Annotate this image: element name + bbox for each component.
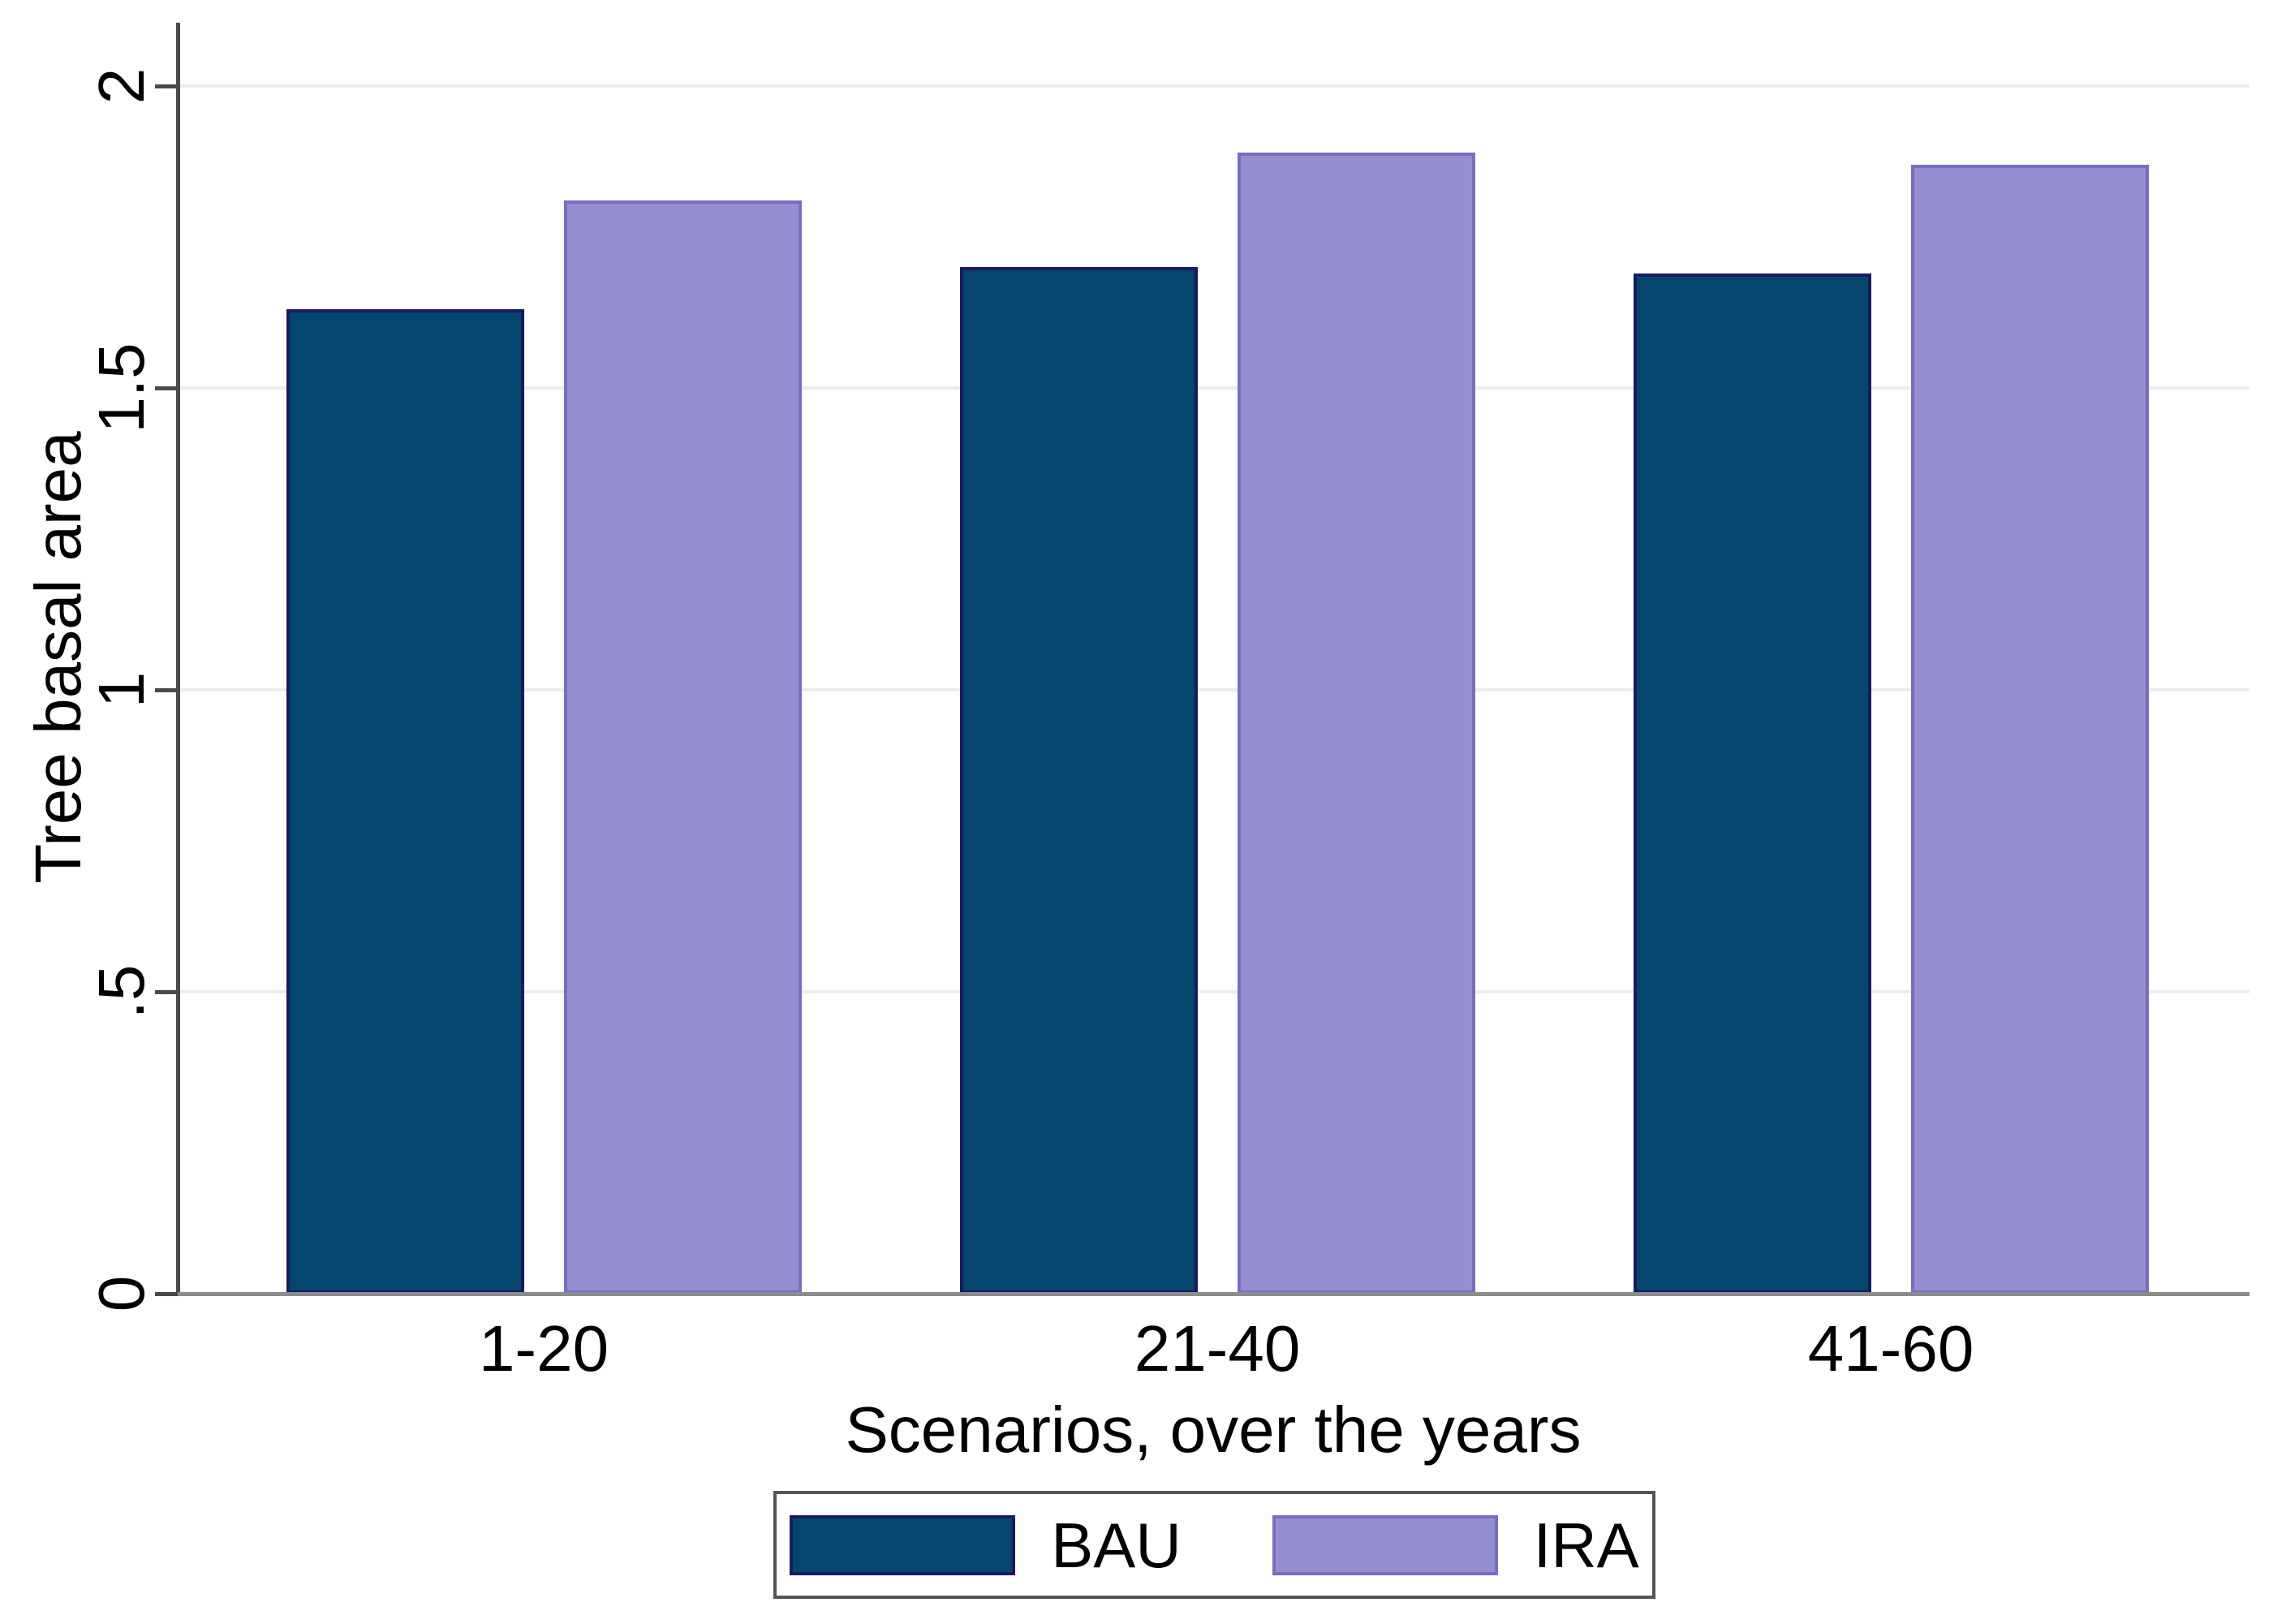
x-category-label-41-60: 41-60 [1807,1312,1974,1385]
y-tick-2 [155,84,178,88]
legend-entry-bau: BAU [790,1509,1182,1581]
y-tick-label-.5: .5 [85,964,157,1019]
y-axis-title: Tree basal area [22,431,94,884]
y-axis-line [176,23,180,1295]
gridline-1.5 [178,386,2249,390]
bar-bau-1-20 [286,309,524,1294]
y-tick-label-2: 2 [85,67,157,105]
bar-bau-41-60 [1633,274,1871,1294]
y-tick-1 [155,688,178,692]
legend-swatch-ira [1272,1514,1498,1575]
x-axis-title: Scenarios, over the years [845,1394,1582,1466]
y-tick-0 [155,1292,178,1296]
y-tick-label-1: 1 [85,671,157,709]
legend-label-bau: BAU [1051,1509,1182,1581]
legend-swatch-bau [790,1514,1016,1575]
bar-ira-1-20 [563,200,802,1294]
x-axis-line [157,1292,2249,1296]
legend: BAU IRA [773,1491,1655,1599]
y-tick-1.5 [155,386,178,390]
y-tick-label-1.5: 1.5 [85,342,157,433]
x-category-label-21-40: 21-40 [1134,1312,1301,1385]
gridline-1 [178,688,2249,691]
bar-bau-21-40 [959,267,1198,1294]
gridline-.5 [178,990,2249,993]
y-tick-label-0: 0 [85,1275,157,1312]
x-category-label-1-20: 1-20 [478,1312,609,1385]
bar-ira-21-40 [1237,153,1475,1294]
legend-entry-ira: IRA [1272,1514,1639,1577]
legend-label-ira: IRA [1533,1509,1639,1581]
bar-ira-41-60 [1910,165,2149,1294]
y-tick-.5 [155,990,178,994]
gridline-2 [178,84,2249,88]
